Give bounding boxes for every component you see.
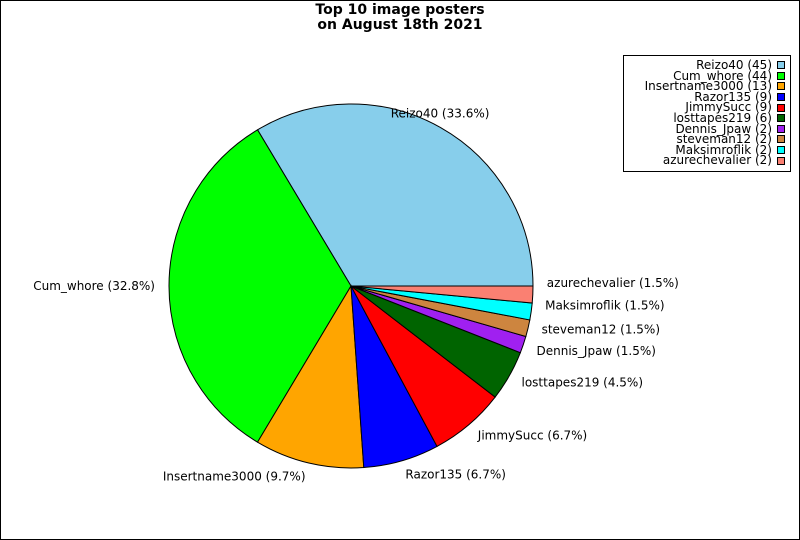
legend-item-losttapes219: losttapes219 (6)	[624, 110, 790, 125]
legend-swatch	[777, 61, 785, 70]
legend-item-dennis_jpaw: Dennis_Jpaw (2)	[624, 121, 790, 136]
pie-slice-azurechevalier	[350, 285, 534, 304]
legend-swatch	[777, 103, 785, 112]
legend-label: steveman12 (2)	[676, 132, 772, 147]
legend-swatch	[777, 114, 785, 123]
slice-label-maksimroflik: Maksimroflik (1.5%)	[545, 299, 664, 313]
legend-swatch	[777, 82, 785, 91]
slice-label-jimmysucc: JimmySucc (6.7%)	[477, 429, 587, 443]
legend-label: Cum_whore (44)	[673, 68, 772, 83]
legend-label: JimmySucc (9)	[685, 100, 772, 115]
legend-label: Razor135 (9)	[694, 89, 772, 104]
slice-label-razor135: Razor135 (6.7%)	[405, 467, 506, 481]
legend-swatch	[777, 93, 785, 102]
legend-swatch	[777, 146, 785, 155]
chart-title-line-2: on August 18th 2021	[317, 17, 483, 33]
legend-item-reizo40: Reizo40 (45)	[624, 58, 790, 72]
legend-label: Insertname3000 (13)	[644, 79, 772, 94]
legend-swatch	[777, 156, 785, 165]
pie-slice-insertname3000	[256, 284, 365, 469]
legend-item-steveman12: steveman12 (2)	[624, 132, 790, 147]
pie-slice-cum_whore	[168, 129, 352, 443]
legend-label: Reizo40 (45)	[696, 58, 772, 72]
legend-swatch	[777, 71, 785, 80]
legend-swatch	[777, 135, 785, 144]
legend-item-maksimroflik: Maksimroflik (2)	[624, 142, 790, 157]
legend-item-insertname3000: Insertname3000 (13)	[624, 79, 790, 94]
chart-title: Top 10 image posters on August 18th 2021	[1, 3, 799, 33]
legend: Reizo40 (45) Cum_whore (44) Insertname3000…	[623, 55, 791, 172]
slice-label-reizo40: Reizo40 (33.6%)	[391, 107, 490, 121]
slice-label-cum_whore: Cum_whore (32.8%)	[33, 279, 155, 293]
legend-item-jimmysucc: JimmySucc (9)	[624, 102, 790, 113]
legend-label: azurechevalier (2)	[662, 153, 772, 168]
chart-title-line-1: Top 10 image posters	[315, 2, 485, 18]
slice-label-azurechevalier: azurechevalier (1.5%)	[547, 276, 679, 290]
slice-label-losttapes219: losttapes219 (4.5%)	[522, 376, 644, 390]
legend-label: Maksimroflik (2)	[675, 142, 772, 157]
legend-item-azurechevalier: azurechevalier (2)	[624, 155, 790, 166]
slice-label-dennis_jpaw: Dennis_Jpaw (1.5%)	[537, 344, 656, 358]
pie-slice-reizo40	[256, 103, 534, 287]
slice-label-steveman12: steveman12 (1.5%)	[542, 323, 660, 337]
legend-item-cum_whore: Cum_whore (44)	[624, 68, 790, 83]
slice-label-insertname3000: Insertname3000 (9.7%)	[163, 470, 306, 484]
legend-swatch	[777, 124, 785, 133]
legend-label: losttapes219 (6)	[673, 110, 772, 125]
legend-item-razor135: Razor135 (9)	[624, 89, 790, 104]
legend-label: Dennis_Jpaw (2)	[675, 121, 772, 136]
